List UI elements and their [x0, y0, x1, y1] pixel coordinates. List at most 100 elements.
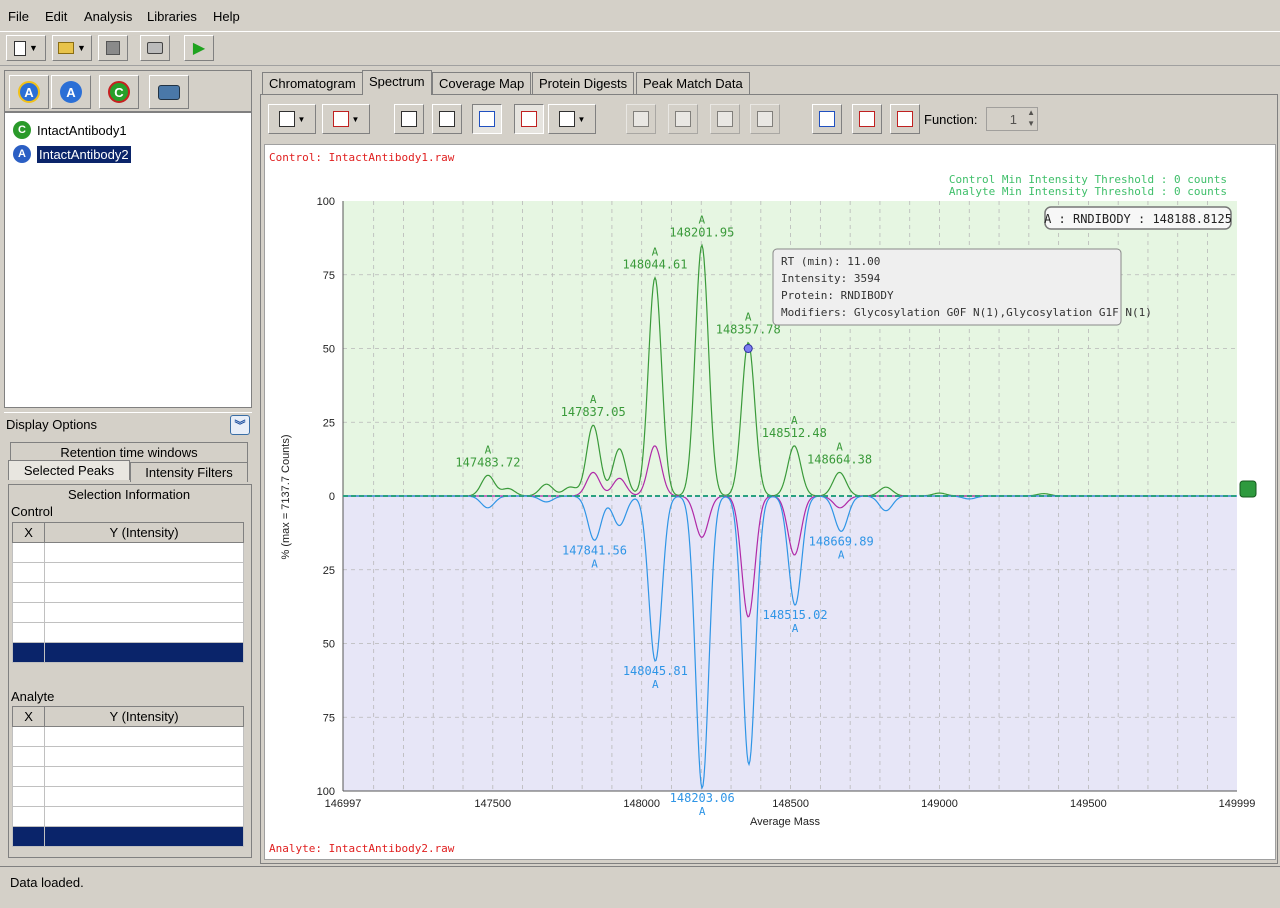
- add-analyte-button[interactable]: A: [9, 75, 49, 109]
- x-tick-label: 148000: [623, 798, 660, 810]
- stacked-plot-dropdown[interactable]: ▼: [322, 104, 370, 134]
- protein-badge[interactable]: A : RNDIBODY : 148188.8125: [1044, 206, 1232, 230]
- run-button[interactable]: ▶: [184, 35, 214, 61]
- analyte-peak-label: 148203.06: [670, 791, 735, 805]
- mirror-plot-button[interactable]: [514, 104, 544, 134]
- export-button[interactable]: [852, 104, 882, 134]
- tab-chromatogram[interactable]: Chromatogram: [262, 72, 363, 94]
- control-peak-label: 148357.78: [716, 323, 781, 337]
- tab-coverage-map[interactable]: Coverage Map: [432, 72, 532, 94]
- status-bar: Data loaded.: [0, 866, 1280, 898]
- menu-analysis[interactable]: Analysis: [84, 9, 133, 24]
- selected-peak-marker[interactable]: [743, 344, 753, 353]
- export-icon: [859, 111, 875, 127]
- folder-icon: [58, 42, 75, 54]
- end-marker[interactable]: [1239, 480, 1257, 498]
- tab-protein-digests[interactable]: Protein Digests: [532, 72, 635, 94]
- y-tick-label: 25: [323, 565, 335, 577]
- peak-tooltip: RT (min): 11.00 Intensity: 3594 Protein:…: [772, 248, 1152, 326]
- print-button[interactable]: [140, 35, 170, 61]
- sample-toolbar: A A C: [4, 70, 252, 112]
- menu-file[interactable]: File: [8, 9, 29, 24]
- diagonal-button[interactable]: [710, 104, 740, 134]
- analyte-options-button[interactable]: A: [51, 75, 91, 109]
- peak-annotation-letter: A: [699, 805, 706, 818]
- peak-annotation-letter: A: [652, 246, 659, 259]
- table-row-selected[interactable]: [11, 642, 244, 663]
- tab-peak-match-data[interactable]: Peak Match Data: [636, 72, 750, 94]
- new-document-button[interactable]: ▼: [6, 35, 46, 61]
- peak-annotation-letter: A: [485, 443, 492, 456]
- peak-annotation-letter: A: [591, 557, 598, 570]
- open-folder-button[interactable]: ▼: [52, 35, 92, 61]
- tree-item-label: IntactAntibody2: [37, 145, 131, 163]
- display-options-header: Display Options ︾: [4, 412, 252, 436]
- column-header-x: X: [11, 706, 46, 727]
- y-tick-label: 100: [317, 196, 335, 208]
- zoom-axis-button[interactable]: [432, 104, 462, 134]
- tab-selected-peaks[interactable]: Selected Peaks: [8, 460, 130, 480]
- table-row-selected[interactable]: [11, 826, 244, 847]
- display-options-title: Display Options: [6, 417, 98, 432]
- sample-tree: C IntactAntibody1 A IntactAntibody2: [4, 112, 252, 408]
- scatter-button[interactable]: [668, 104, 698, 134]
- tree-item-analyte[interactable]: A IntactAntibody2: [13, 145, 131, 163]
- save-button[interactable]: [98, 35, 128, 61]
- x-tick-label: 149000: [921, 798, 958, 810]
- collapse-chevron-icon[interactable]: ︾: [230, 415, 250, 435]
- table-row[interactable]: [11, 542, 244, 563]
- table-row[interactable]: [11, 726, 244, 747]
- tree-item-control[interactable]: C IntactAntibody1: [13, 121, 127, 139]
- x-tick-label: 149500: [1070, 798, 1107, 810]
- table-row[interactable]: [11, 622, 244, 643]
- peak-annotation-letter: A: [652, 678, 659, 691]
- axis-button[interactable]: [394, 104, 424, 134]
- menu-libraries[interactable]: Libraries: [147, 9, 197, 24]
- analyte-threshold-label: Analyte Min Intensity Threshold : 0 coun…: [949, 185, 1227, 198]
- table-row[interactable]: [11, 582, 244, 603]
- clear-icon: [757, 111, 773, 127]
- control-peak-label: 148664.38: [807, 452, 872, 466]
- align-button[interactable]: [626, 104, 656, 134]
- spectrum-plot[interactable]: 146997 147500 148000 148500 149000 149500 1499…: [264, 144, 1276, 860]
- analyte-label: Analyte: [11, 689, 55, 704]
- stacked-plot-icon: [332, 111, 349, 127]
- spin-up-icon[interactable]: ▲: [1027, 108, 1035, 117]
- clear-button[interactable]: [750, 104, 780, 134]
- axes: 146997 147500 148000 148500 149000 149500 1499…: [317, 196, 1256, 810]
- function-spinner[interactable]: 1 ▲ ▼: [986, 107, 1038, 131]
- snapshot-button[interactable]: [149, 75, 189, 109]
- control-label: Control: [11, 504, 53, 519]
- table-row[interactable]: [11, 766, 244, 787]
- menu-help[interactable]: Help: [213, 9, 240, 24]
- add-control-button[interactable]: C: [99, 75, 139, 109]
- tooltip-rt: RT (min): 11.00: [781, 255, 880, 268]
- peak-label-button[interactable]: [472, 104, 502, 134]
- tab-retention-time-windows[interactable]: Retention time windows: [10, 442, 248, 462]
- x-tick-label: 148500: [772, 798, 809, 810]
- grid: [343, 201, 1237, 791]
- table-row[interactable]: [11, 806, 244, 827]
- menu-edit[interactable]: Edit: [45, 9, 68, 24]
- tree-item-label: IntactAntibody1: [37, 122, 127, 138]
- copy-button[interactable]: [812, 104, 842, 134]
- table-row[interactable]: [11, 746, 244, 767]
- spectrum-chart[interactable]: 146997 147500 148000 148500 149000 149500 1499…: [265, 145, 1275, 859]
- analyte-peak-label: 148669.89: [809, 534, 874, 548]
- control-threshold-label: Control Min Intensity Threshold : 0 coun…: [949, 173, 1227, 186]
- table-row[interactable]: [11, 786, 244, 807]
- main-toolbar: ▼ ▼ ▶: [0, 32, 1280, 66]
- axis-options-dropdown[interactable]: ▼: [548, 104, 596, 134]
- plot-type-dropdown[interactable]: ▼: [268, 104, 316, 134]
- spin-down-icon[interactable]: ▼: [1027, 119, 1035, 128]
- x-tick-label: 146997: [325, 798, 362, 810]
- table-row[interactable]: [11, 602, 244, 623]
- analyte-peak-label: 148045.81: [623, 664, 688, 678]
- selection-information-title: Selection Information: [67, 487, 191, 502]
- report-button[interactable]: [890, 104, 920, 134]
- table-row[interactable]: [11, 562, 244, 583]
- tab-spectrum[interactable]: Spectrum: [362, 70, 432, 95]
- tab-intensity-filters[interactable]: Intensity Filters: [130, 462, 248, 482]
- column-header-x: X: [11, 522, 46, 543]
- scatter-icon: [675, 111, 691, 127]
